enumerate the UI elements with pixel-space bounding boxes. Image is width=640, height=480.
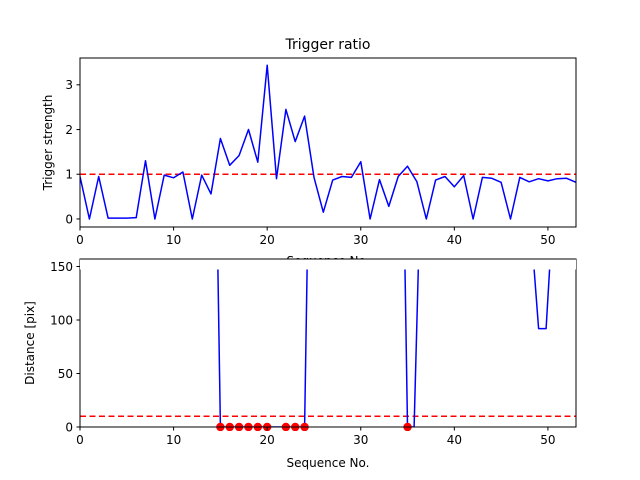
y-tick-label: 50	[58, 367, 73, 381]
x-tick-label: 30	[353, 433, 368, 447]
x-tick-label: 10	[166, 433, 181, 447]
x-tick-label: 50	[540, 233, 555, 247]
y-tick-label: 0	[65, 212, 73, 226]
chart-title: Trigger ratio	[284, 37, 370, 53]
series-lines	[80, 64, 576, 220]
x-tick-label: 20	[260, 433, 275, 447]
y-tick-label: 150	[50, 260, 73, 274]
x-tick-label: 0	[76, 433, 84, 447]
plot-frame	[79, 57, 577, 228]
y-ticks: 0 1 2 3	[65, 78, 80, 226]
x-tick-label: 50	[540, 433, 555, 447]
x-ticks: 0 10 20 30 40 50	[76, 227, 556, 247]
trigger-ratio-chart: Trigger ratio 0 10 20 30 40 50 0 1 2 3 Trigger s…	[41, 37, 577, 247]
x-ticks: 0 10 20 30 40 50	[76, 427, 556, 447]
y-tick-label: 1	[65, 168, 73, 182]
x-tick-label: 20	[260, 233, 275, 247]
x-tick-label: 0	[76, 233, 84, 247]
y-axis-label: Distance [pix]	[23, 301, 37, 385]
x-tick-label: 30	[353, 233, 368, 247]
y-tick-label: 2	[65, 123, 73, 137]
x-tick-label: 10	[166, 233, 181, 247]
x-axis-label: Sequence No.	[287, 456, 370, 470]
bottom-axes-cover	[80, 259, 576, 270]
series-line	[80, 64, 576, 220]
y-axis-label: Trigger strength	[41, 95, 55, 192]
y-tick-label: 3	[65, 78, 73, 92]
x-tick-label: 40	[447, 233, 462, 247]
y-ticks: 0 50 100 150	[50, 260, 80, 434]
x-tick-label: 40	[447, 433, 462, 447]
series-line	[404, 259, 420, 427]
y-tick-label: 100	[50, 313, 73, 327]
y-tick-label: 0	[65, 420, 73, 434]
